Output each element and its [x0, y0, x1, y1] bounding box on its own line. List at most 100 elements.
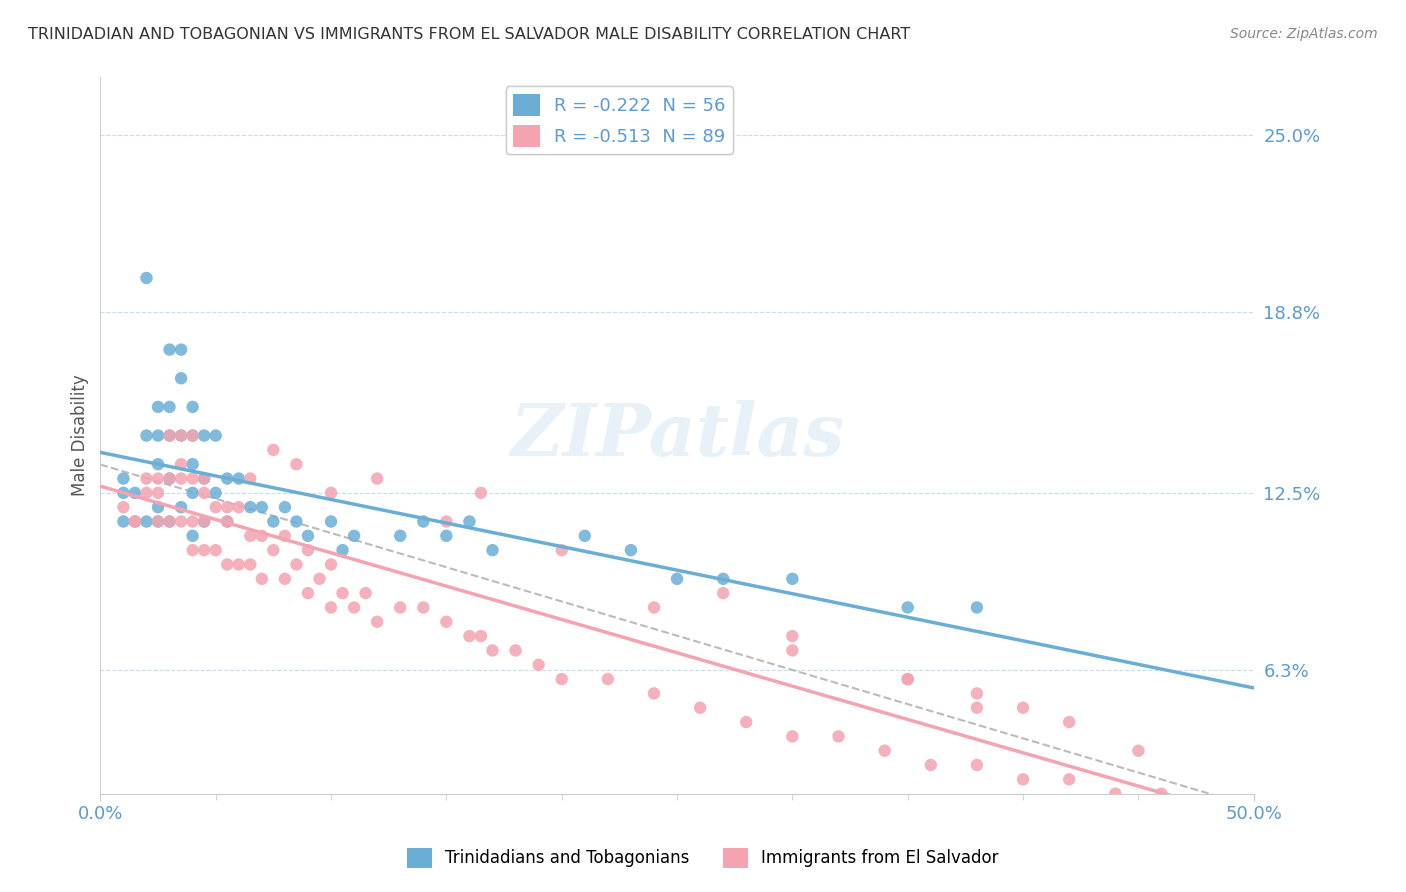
Point	[239, 529, 262, 543]
Point	[217, 515, 239, 529]
Point	[666, 572, 689, 586]
Point	[620, 543, 643, 558]
Point	[135, 515, 157, 529]
Point	[124, 486, 146, 500]
Point	[505, 643, 527, 657]
Point	[239, 471, 262, 485]
Point	[112, 500, 135, 515]
Point	[434, 515, 457, 529]
Point	[434, 615, 457, 629]
Point	[193, 471, 215, 485]
Point	[262, 543, 284, 558]
Point	[181, 428, 204, 442]
Point	[735, 714, 758, 729]
Point	[319, 558, 342, 572]
Point	[389, 529, 412, 543]
Point	[250, 500, 273, 515]
Point	[217, 558, 239, 572]
Point	[366, 615, 388, 629]
Point	[332, 543, 354, 558]
Point	[193, 471, 215, 485]
Point	[193, 428, 215, 442]
Point	[204, 428, 226, 442]
Point	[193, 515, 215, 529]
Point	[124, 515, 146, 529]
Point	[228, 558, 250, 572]
Point	[274, 500, 297, 515]
Point	[643, 600, 665, 615]
Point	[319, 486, 342, 500]
Point	[274, 572, 297, 586]
Point	[481, 643, 503, 657]
Point	[159, 343, 181, 357]
Point	[458, 515, 481, 529]
Point	[1057, 772, 1080, 787]
Point	[285, 515, 308, 529]
Point	[458, 629, 481, 643]
Point	[596, 672, 619, 686]
Point	[1197, 801, 1219, 815]
Point	[332, 586, 354, 600]
Y-axis label: Male Disability: Male Disability	[72, 375, 89, 497]
Point	[250, 572, 273, 586]
Point	[146, 457, 169, 471]
Point	[481, 543, 503, 558]
Point	[159, 428, 181, 442]
Point	[250, 529, 273, 543]
Point	[112, 471, 135, 485]
Point	[193, 543, 215, 558]
Point	[170, 428, 193, 442]
Point	[782, 572, 804, 586]
Text: ZIPatlas: ZIPatlas	[510, 400, 844, 471]
Point	[159, 471, 181, 485]
Point	[966, 758, 988, 772]
Point	[966, 600, 988, 615]
Point	[181, 486, 204, 500]
Point	[308, 572, 330, 586]
Point	[827, 730, 849, 744]
Point	[551, 543, 574, 558]
Point	[228, 500, 250, 515]
Point	[1150, 787, 1173, 801]
Point	[204, 500, 226, 515]
Point	[434, 529, 457, 543]
Point	[897, 600, 920, 615]
Point	[285, 558, 308, 572]
Point	[897, 672, 920, 686]
Point	[239, 558, 262, 572]
Point	[574, 529, 596, 543]
Point	[239, 500, 262, 515]
Point	[181, 515, 204, 529]
Point	[217, 500, 239, 515]
Point	[193, 486, 215, 500]
Point	[228, 471, 250, 485]
Point	[170, 500, 193, 515]
Point	[389, 600, 412, 615]
Point	[366, 471, 388, 485]
Point	[146, 486, 169, 500]
Point	[135, 428, 157, 442]
Point	[146, 428, 169, 442]
Point	[170, 428, 193, 442]
Point	[527, 657, 550, 672]
Point	[124, 515, 146, 529]
Point	[551, 672, 574, 686]
Point	[274, 529, 297, 543]
Point	[1128, 744, 1150, 758]
Point	[711, 572, 734, 586]
Point	[1012, 700, 1035, 714]
Point	[204, 543, 226, 558]
Text: Source: ZipAtlas.com: Source: ZipAtlas.com	[1230, 27, 1378, 41]
Point	[217, 515, 239, 529]
Legend: Trinidadians and Tobagonians, Immigrants from El Salvador: Trinidadians and Tobagonians, Immigrants…	[401, 841, 1005, 875]
Point	[135, 486, 157, 500]
Point	[146, 500, 169, 515]
Point	[343, 529, 366, 543]
Point	[181, 543, 204, 558]
Point	[159, 428, 181, 442]
Point	[343, 600, 366, 615]
Point	[170, 471, 193, 485]
Point	[262, 442, 284, 457]
Point	[193, 515, 215, 529]
Point	[181, 457, 204, 471]
